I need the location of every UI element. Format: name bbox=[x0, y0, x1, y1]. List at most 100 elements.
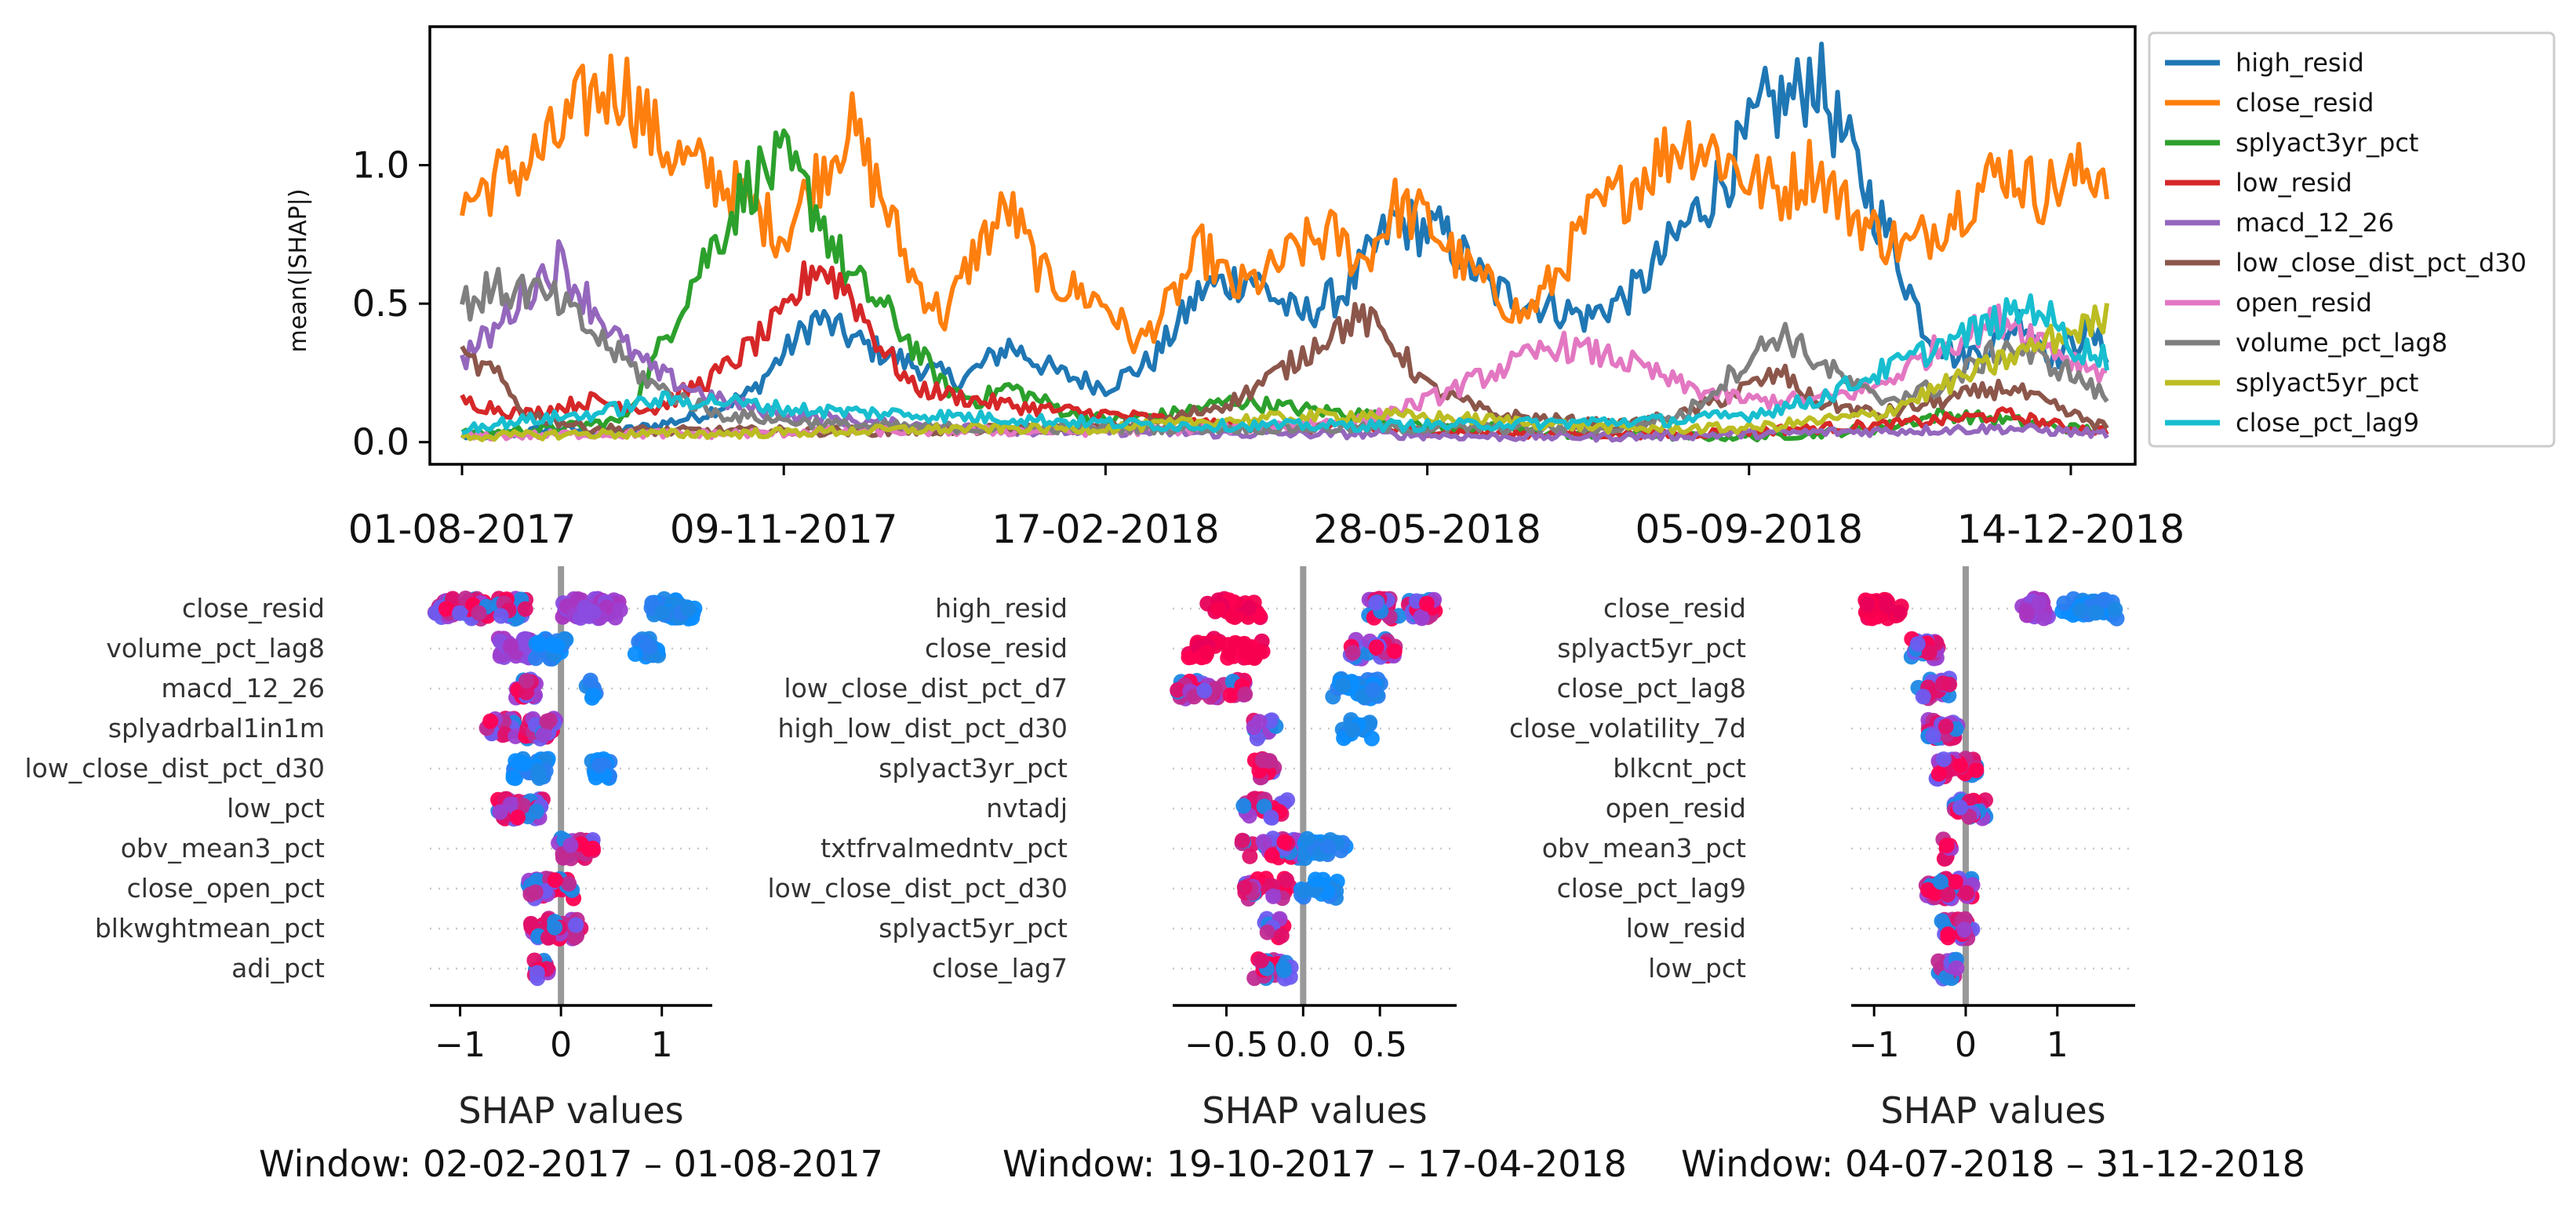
feature-label: splyact5yr_pct bbox=[1557, 633, 1746, 663]
shap-dot bbox=[529, 803, 544, 820]
x-tick-label: 0.5 bbox=[1352, 1025, 1407, 1065]
feature-label: close_pct_lag8 bbox=[1557, 673, 1746, 703]
feature-label: low_pct bbox=[1648, 953, 1746, 983]
shap-dot bbox=[1276, 834, 1293, 850]
legend-entry: low_close_dist_pct_d30 bbox=[2236, 248, 2527, 278]
shap-dot bbox=[527, 884, 544, 900]
shap-dot bbox=[2031, 594, 2047, 611]
shap-dot bbox=[1170, 682, 1186, 698]
shap-dot bbox=[1344, 722, 1361, 738]
legend-entry: high_resid bbox=[2236, 48, 2364, 78]
shap-dot bbox=[1368, 594, 1384, 611]
shap-dot bbox=[1227, 609, 1243, 625]
shap-dot bbox=[529, 872, 545, 889]
shap-beeswarm-panels: close_residvolume_pct_lag8macd_12_26sply… bbox=[24, 566, 2305, 1185]
shap-dot bbox=[1952, 758, 1968, 774]
shap-dot bbox=[2072, 602, 2088, 619]
shap-dot bbox=[1930, 765, 1947, 782]
x-tick-label: 0 bbox=[550, 1025, 572, 1065]
x-tick-label: 1 bbox=[651, 1025, 673, 1065]
shap-dot bbox=[1909, 636, 1926, 652]
shap-dot bbox=[502, 796, 518, 813]
window-title: Window: 02-02-2017 – 01-08-2017 bbox=[259, 1143, 883, 1185]
shap-dot bbox=[1891, 605, 1908, 621]
shap-dot bbox=[1253, 952, 1269, 969]
shap-dot bbox=[438, 601, 454, 617]
x-axis-label: SHAP values bbox=[1880, 1089, 2105, 1132]
legend-entry: close_resid bbox=[2236, 88, 2374, 118]
shap-dot bbox=[1915, 689, 1931, 705]
shap-dot bbox=[531, 637, 548, 653]
x-tick-label: 14-12-2018 bbox=[1957, 507, 2185, 552]
shap-dot bbox=[536, 726, 551, 743]
shap-dot bbox=[531, 768, 548, 784]
feature-label: low_pct bbox=[227, 793, 325, 823]
shap-dot bbox=[1363, 730, 1380, 747]
legend-entry: macd_12_26 bbox=[2236, 208, 2394, 238]
x-tick-label: 0.0 bbox=[1275, 1025, 1330, 1065]
shap-dot bbox=[539, 713, 555, 729]
shap-dot bbox=[1251, 643, 1268, 660]
shap-dot bbox=[471, 605, 487, 621]
feature-label: close_open_pct bbox=[127, 873, 325, 903]
shap-dot bbox=[1263, 809, 1279, 826]
series-line-close-resid bbox=[460, 53, 2110, 354]
feature-label: obv_mean3_pct bbox=[1542, 833, 1746, 863]
feature-label: txtfrvalmedntv_pct bbox=[820, 833, 1068, 863]
shap-dot bbox=[680, 601, 697, 617]
shap-panel-1: close_resid volume_pct_lag8 macd_12_26sply… bbox=[24, 566, 883, 1185]
shap-dot bbox=[1344, 645, 1361, 661]
feature-label: low_close_dist_pct_d30 bbox=[24, 753, 325, 783]
shap-dot bbox=[1937, 718, 1954, 735]
shap-dot bbox=[516, 755, 533, 772]
shap-dot bbox=[1279, 872, 1295, 889]
shap-dot bbox=[549, 638, 566, 654]
shap-dot bbox=[1299, 831, 1315, 847]
feature-label: close_resid bbox=[182, 593, 325, 623]
shap-dot bbox=[1308, 871, 1324, 888]
feature-label: adi_pct bbox=[231, 953, 325, 983]
feature-label: close_lag7 bbox=[932, 953, 1068, 983]
legend: high_resid close_resid splyact3yr_pct low_r… bbox=[2148, 31, 2556, 448]
shap-dot bbox=[1265, 888, 1282, 904]
x-tick-label: −0.5 bbox=[1184, 1025, 1268, 1065]
shap-dot bbox=[1368, 639, 1384, 656]
shap-dot bbox=[547, 872, 563, 889]
feature-label: open_resid bbox=[1606, 793, 1746, 823]
shap-panel-2: high_resid close_resid low_close_dist_pct_… bbox=[767, 566, 1627, 1185]
series-line-close-pct-lag9 bbox=[461, 293, 2110, 435]
shap-dot bbox=[1935, 751, 1952, 768]
y-axis: 0.0 0.5 1.0 bbox=[352, 144, 430, 464]
shap-dot bbox=[1948, 960, 1965, 976]
x-axis: 01-08-2017 09-11-2017 17-02-2018 28-05-2018… bbox=[348, 464, 2185, 552]
series-line-macd-12-26 bbox=[460, 239, 2109, 443]
feature-label: splyact3yr_pct bbox=[879, 753, 1068, 783]
shap-dot bbox=[2107, 602, 2123, 617]
feature-label: low_close_dist_pct_d30 bbox=[767, 873, 1068, 903]
shap-dot bbox=[510, 809, 526, 826]
shap-dot bbox=[1414, 610, 1430, 627]
shap-dot bbox=[555, 849, 571, 866]
shap-dot bbox=[2019, 607, 2035, 623]
shap-dot bbox=[1273, 928, 1290, 944]
feature-label: obv_mean3_pct bbox=[121, 833, 325, 863]
shap-dot bbox=[1335, 677, 1352, 693]
shap-dot bbox=[1921, 644, 1937, 660]
y-axis-label: mean(|SHAP|) bbox=[285, 189, 312, 353]
feature-label: blkwghtmean_pct bbox=[95, 913, 325, 943]
x-axis-label: SHAP values bbox=[458, 1089, 683, 1132]
feature-label: close_resid bbox=[925, 633, 1068, 663]
feature-label: volume_pct_lag8 bbox=[106, 633, 325, 663]
shap-dot bbox=[2036, 610, 2052, 627]
shap-dot bbox=[580, 841, 597, 857]
shap-dot bbox=[582, 672, 599, 689]
shap-dot bbox=[654, 605, 671, 621]
y-tick-label: 0.5 bbox=[352, 282, 409, 325]
x-tick-label: 09-11-2017 bbox=[670, 507, 898, 552]
shap-dot bbox=[518, 673, 535, 689]
shap-dot bbox=[452, 605, 468, 621]
x-tick-label: 1 bbox=[2047, 1025, 2068, 1065]
y-tick-label: 1.0 bbox=[352, 144, 409, 187]
shap-dot bbox=[529, 965, 545, 981]
